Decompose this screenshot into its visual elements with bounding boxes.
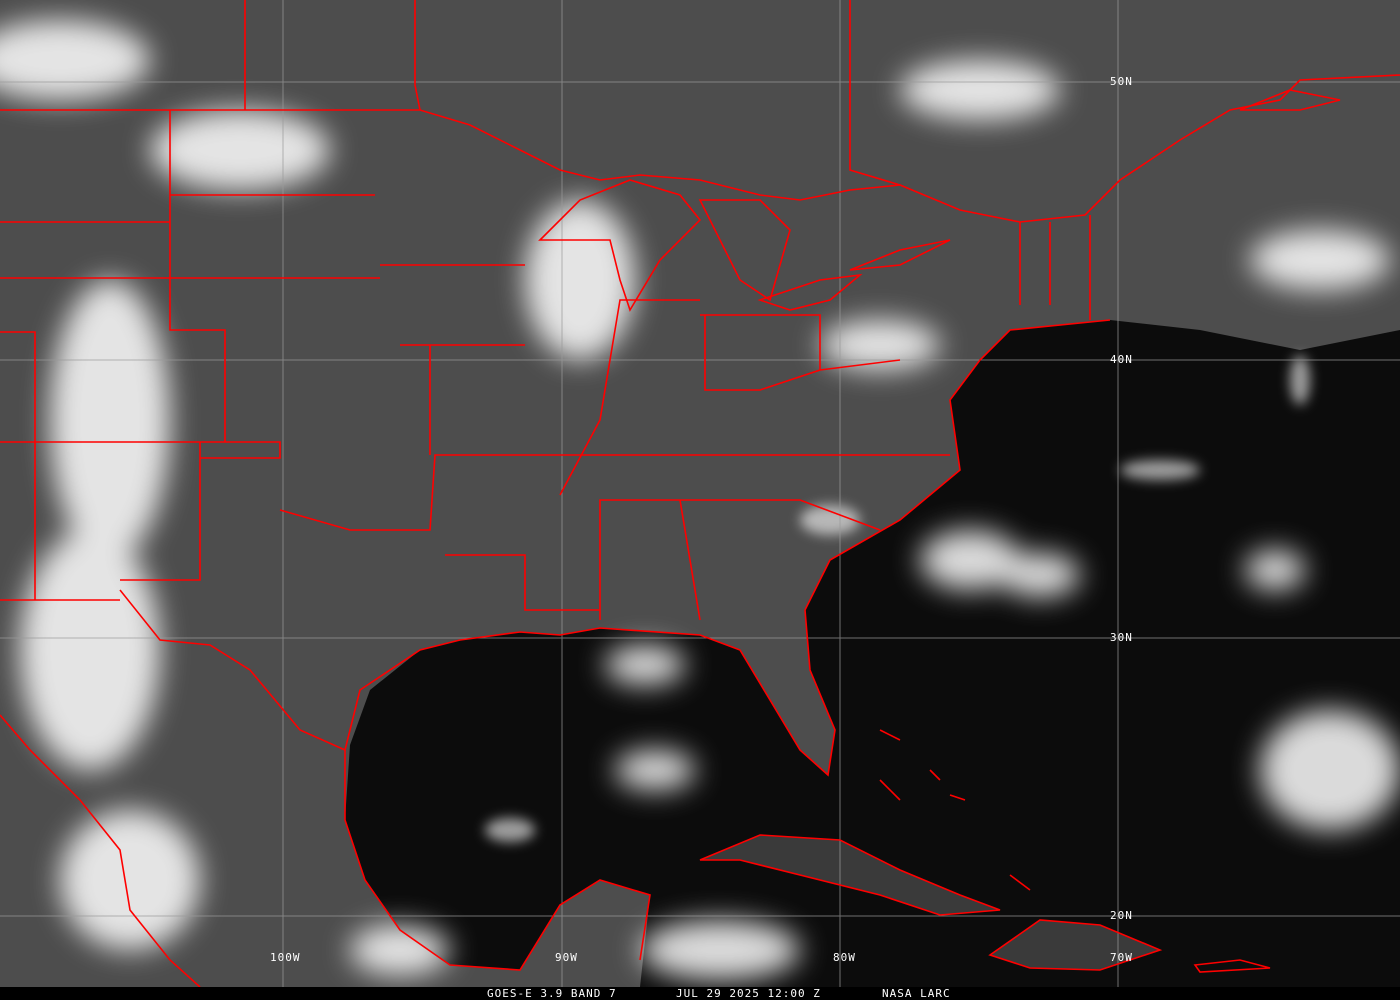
datetime-label: JUL 29 2025 12:00 Z bbox=[676, 987, 821, 1000]
longitude-label-80w: 80W bbox=[833, 951, 856, 964]
longitude-label-100w: 100W bbox=[270, 951, 301, 964]
caption-bar: GOES-E 3.9 BAND 7 JUL 29 2025 12:00 Z NA… bbox=[0, 987, 1400, 1000]
latitude-label-20n: 20N bbox=[1110, 909, 1133, 922]
satellite-band-label: GOES-E 3.9 BAND 7 bbox=[487, 987, 617, 1000]
cloud-streaks bbox=[485, 355, 1310, 842]
latitude-label-40n: 40N bbox=[1110, 353, 1133, 366]
latitude-label-30n: 30N bbox=[1110, 631, 1133, 644]
longitude-label-90w: 90W bbox=[555, 951, 578, 964]
longitude-label-70w: 70W bbox=[1110, 951, 1133, 964]
source-label: NASA LARC bbox=[882, 987, 951, 1000]
latitude-label-50n: 50N bbox=[1110, 75, 1133, 88]
